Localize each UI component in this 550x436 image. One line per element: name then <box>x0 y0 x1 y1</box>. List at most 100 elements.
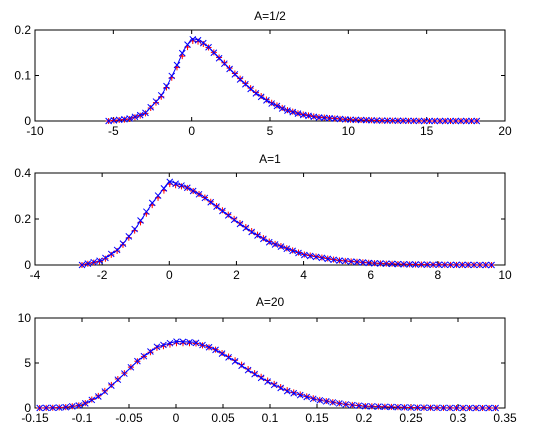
marker-plus <box>245 366 252 373</box>
marker-x <box>283 387 291 395</box>
marker-plus <box>147 105 154 112</box>
marker-plus <box>277 384 284 391</box>
marker-x <box>453 261 460 269</box>
marker-x <box>230 216 238 224</box>
marker-x <box>296 391 304 399</box>
marker-x <box>348 401 356 409</box>
marker-plus <box>284 387 291 394</box>
marker-x <box>90 258 98 266</box>
marker-x <box>441 117 449 125</box>
marker-x <box>242 224 250 232</box>
marker-x <box>459 404 467 412</box>
marker-x <box>107 250 115 258</box>
marker-plus <box>254 231 261 238</box>
marker-x <box>265 238 273 246</box>
marker-x <box>284 107 291 114</box>
x-tick-label: -4 <box>30 268 41 282</box>
marker-x <box>194 36 202 44</box>
marker-x <box>36 404 44 412</box>
marker-x <box>131 113 139 121</box>
marker-x <box>136 111 144 119</box>
marker-x <box>254 232 261 239</box>
marker-x <box>415 117 423 125</box>
marker-x <box>101 388 109 395</box>
marker-x <box>341 116 349 123</box>
marker-x <box>420 404 428 412</box>
marker-x <box>178 182 185 189</box>
marker-x <box>423 261 431 268</box>
marker-x <box>447 261 454 269</box>
y-tick-label: 10 <box>18 311 32 325</box>
marker-x <box>277 384 285 392</box>
marker-x <box>264 378 272 385</box>
marker-x <box>365 259 373 267</box>
marker-x <box>318 254 326 262</box>
marker-x <box>189 35 197 43</box>
marker-plus <box>179 340 186 347</box>
marker-plus <box>258 373 265 380</box>
marker-x <box>464 261 472 269</box>
marker-x <box>68 403 76 410</box>
marker-x <box>368 116 375 124</box>
y-tick-label: 0 <box>24 258 31 272</box>
x-tick-label: 0.1 <box>262 411 279 425</box>
marker-x <box>205 43 212 51</box>
subplot-1-title: A=1/2 <box>254 9 286 23</box>
marker-plus <box>264 377 271 384</box>
marker-x <box>160 341 167 349</box>
marker-plus <box>108 251 115 258</box>
marker-x <box>199 341 206 349</box>
marker-x <box>452 117 460 125</box>
marker-plus <box>247 85 254 92</box>
marker-x <box>88 396 96 404</box>
marker-plus <box>268 99 275 106</box>
x-tick-label: -0.1 <box>72 411 93 425</box>
marker-x <box>405 117 412 125</box>
marker-x <box>373 117 381 124</box>
marker-plus <box>225 211 232 218</box>
x-tick-label: 15 <box>420 124 434 138</box>
x-tick-label: 6 <box>367 268 374 282</box>
marker-x <box>186 338 193 346</box>
marker-x <box>55 404 63 411</box>
x-tick-label: 5 <box>267 124 274 138</box>
marker-plus <box>226 65 233 72</box>
marker-x <box>441 261 449 269</box>
marker-x <box>75 402 83 409</box>
marker-x <box>125 232 133 240</box>
marker-x <box>252 90 260 97</box>
marker-x <box>231 71 239 78</box>
marker-plus <box>290 389 297 396</box>
y-tick-label: 0.4 <box>14 166 31 180</box>
marker-x <box>336 115 344 123</box>
x-tick-label: -10 <box>26 124 44 138</box>
marker-x <box>335 400 343 407</box>
y-tick-label: 0 <box>24 114 31 128</box>
marker-x <box>102 254 109 262</box>
marker-x <box>326 114 333 122</box>
marker-x <box>260 235 267 243</box>
marker-x <box>168 72 176 80</box>
marker-x <box>81 400 89 407</box>
x-tick-label: 0.2 <box>356 411 373 425</box>
x-tick-label: 0.25 <box>399 411 423 425</box>
marker-x <box>347 258 355 265</box>
marker-x <box>184 41 191 48</box>
marker-plus <box>152 99 159 106</box>
x-tick-label: 8 <box>435 268 442 282</box>
marker-x <box>247 85 254 93</box>
marker-x <box>213 203 220 210</box>
marker-x <box>183 184 191 192</box>
marker-x <box>470 261 478 269</box>
subplot-2-title: A=1 <box>259 152 281 166</box>
marker-x <box>361 402 369 410</box>
marker-x <box>294 110 302 118</box>
marker-x <box>84 260 92 267</box>
y-tick-label: 0.2 <box>14 212 31 226</box>
marker-x <box>248 228 256 236</box>
marker-plus <box>119 241 126 248</box>
x-tick-label: 0 <box>173 411 180 425</box>
marker-x <box>466 404 473 412</box>
marker-x <box>394 403 402 411</box>
subplot-2-axes <box>34 172 506 266</box>
